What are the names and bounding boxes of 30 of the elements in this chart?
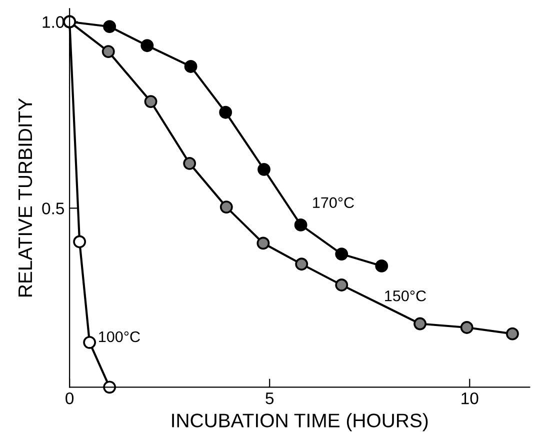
point (506, 327, 519, 340)
point (258, 162, 270, 176)
point (103, 380, 116, 394)
x-axis-title: INCUBATION TIME (HOURS) (172, 413, 428, 432)
point (335, 278, 348, 292)
point (219, 106, 232, 119)
point (73, 235, 86, 248)
point (295, 258, 308, 271)
point (83, 336, 96, 349)
y-tick-label: 0.5 (42, 202, 64, 214)
series-label: 170°C (313, 197, 354, 208)
point (103, 20, 116, 34)
point (375, 260, 388, 272)
point (184, 60, 198, 73)
point (220, 200, 233, 214)
y-axis-title: RELATIVE TURBIDITY (18, 98, 32, 296)
x-tick-label: 0 (66, 392, 74, 404)
point (335, 248, 348, 260)
point (183, 156, 196, 170)
point (102, 45, 115, 58)
point (460, 321, 474, 334)
x-tick-label: 5 (266, 392, 274, 404)
point (294, 218, 308, 232)
series-label: 100°C (99, 331, 140, 342)
point (414, 317, 426, 330)
point (140, 39, 154, 52)
x-tick-label: 10 (462, 392, 478, 404)
point (144, 95, 158, 108)
series-label: 150°C (385, 290, 426, 302)
point (256, 236, 270, 250)
